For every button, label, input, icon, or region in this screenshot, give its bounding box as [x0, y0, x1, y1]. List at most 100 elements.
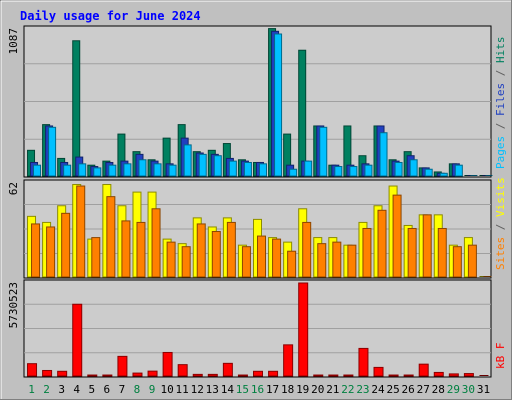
panel-kb-f: 5730523 kB F	[7, 279, 507, 378]
panel-sites-visits: 62 Sites / Visits	[7, 177, 507, 279]
bar-kb-f	[42, 369, 53, 377]
bar-kb-f	[268, 370, 279, 377]
bar-pages	[289, 168, 298, 177]
axis-max-label: 62	[7, 182, 20, 195]
day-label: 22	[341, 383, 354, 396]
day-label: 30	[462, 383, 475, 396]
bar-kb-f	[418, 363, 429, 377]
bar-sites	[196, 223, 206, 278]
legend-label: /	[494, 116, 507, 136]
bar-sites	[392, 194, 402, 278]
bar-kb-f	[117, 355, 128, 377]
bar-pages	[213, 155, 222, 177]
legend-label: Visits	[494, 177, 507, 217]
bar-sites	[31, 223, 41, 278]
bar-kb-f	[283, 344, 294, 377]
bar-pages	[470, 175, 478, 176]
bar-pages	[409, 159, 418, 177]
bar-kb-f	[358, 347, 369, 377]
bar-kb-f	[57, 370, 68, 377]
bar-pages	[63, 164, 72, 177]
bar-sites	[332, 241, 342, 278]
bar-kb-f	[433, 371, 444, 377]
bar-pages	[48, 126, 57, 177]
bar-kb-f	[132, 372, 143, 377]
side-legend: Sites / Visits	[494, 177, 507, 270]
bar-kb-f	[343, 374, 354, 377]
bar-kb-f	[313, 374, 324, 377]
day-label: 9	[149, 383, 156, 396]
legend-label: Sites	[494, 237, 507, 270]
bar-kb-f	[147, 370, 158, 377]
bar-sites	[76, 185, 86, 278]
axis-max-label: 5730523	[7, 282, 20, 328]
bar-pages	[243, 161, 252, 177]
bar-sites	[452, 246, 462, 278]
day-label: 20	[311, 383, 324, 396]
chart-panels: 1087 Pages / Files / Hits 62 Sites / Visits…	[7, 25, 507, 378]
day-label: 5	[88, 383, 95, 396]
bar-sites	[287, 250, 297, 278]
day-label: 24	[371, 383, 385, 396]
bar-kb-f	[72, 303, 83, 377]
side-legend: kB F	[494, 343, 507, 370]
bar-kb-f	[463, 373, 474, 377]
day-label: 28	[432, 383, 445, 396]
bar-pages	[364, 164, 373, 177]
legend-label: Files	[494, 83, 507, 116]
bar-pages	[349, 166, 358, 177]
bar-sites	[151, 208, 161, 278]
bar-pages	[183, 144, 192, 177]
bar-sites	[46, 226, 56, 278]
day-label: 23	[356, 383, 369, 396]
day-label: 14	[221, 383, 235, 396]
bar-sites	[407, 227, 417, 278]
bar-sites	[226, 221, 236, 278]
day-label: 13	[206, 383, 219, 396]
bar-kb-f	[222, 362, 233, 377]
bar-pages	[259, 163, 267, 177]
bar-kb-f	[328, 374, 339, 377]
bar-pages	[78, 163, 87, 177]
bar-sites	[347, 244, 357, 278]
bar-sites	[272, 238, 282, 278]
bar-sites	[181, 246, 191, 278]
bar-pages	[304, 160, 313, 177]
day-label: 6	[104, 383, 111, 396]
day-label: 12	[191, 383, 204, 396]
bar-kb-f	[102, 374, 113, 377]
bar-sites	[121, 220, 131, 278]
bar-pages	[319, 126, 328, 177]
bar-pages	[274, 33, 283, 177]
day-label: 15	[236, 383, 249, 396]
bar-pages	[108, 164, 117, 177]
bar-kb-f	[253, 370, 263, 377]
bar-kb-f	[162, 351, 173, 377]
bar-pages	[424, 168, 433, 177]
day-label: 11	[176, 383, 189, 396]
day-label: 10	[160, 383, 173, 396]
bar-sites	[241, 246, 251, 278]
day-label: 16	[251, 383, 264, 396]
day-label: 3	[58, 383, 65, 396]
bar-kb-f	[373, 366, 384, 377]
bar-pages	[439, 172, 448, 177]
legend-label: Hits	[494, 37, 507, 64]
day-label: 7	[119, 383, 126, 396]
bar-sites	[302, 221, 312, 278]
day-label: 27	[417, 383, 430, 396]
bar-sites	[317, 243, 327, 278]
day-label: 4	[73, 383, 80, 396]
bar-pages	[454, 164, 463, 177]
bar-kb-f	[403, 374, 414, 377]
bar-kb-f	[237, 374, 248, 377]
day-label: 26	[402, 383, 415, 396]
bar-pages	[198, 153, 207, 177]
bar-kb-f	[177, 364, 188, 377]
axis-max-label: 1087	[7, 28, 20, 55]
bar-pages	[168, 164, 177, 177]
day-label: 8	[134, 383, 141, 396]
bar-pages	[334, 166, 343, 177]
bar-hits	[298, 49, 307, 177]
